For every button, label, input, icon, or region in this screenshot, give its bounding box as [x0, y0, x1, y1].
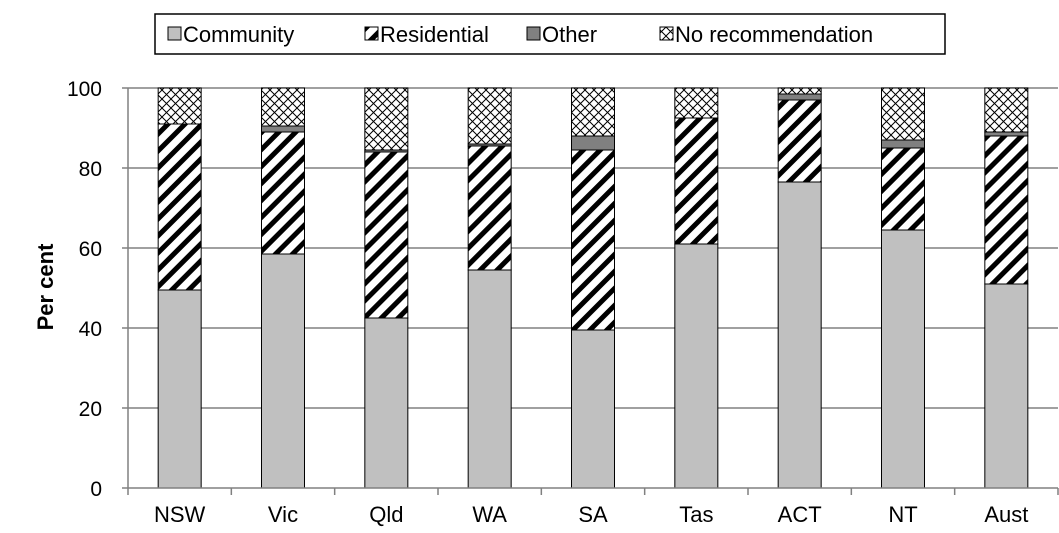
bar-segment-no-recommendation-act — [777, 87, 822, 95]
bar-segment-community-tas — [674, 243, 719, 489]
bar-segment-other-nt — [881, 139, 925, 149]
legend: Community Residential Other No recommendati… — [154, 13, 946, 55]
y-tick-label: 100 — [67, 78, 102, 101]
legend-label-community: Community — [183, 22, 294, 47]
x-tick-label: NT — [888, 502, 917, 527]
x-tick-label: ACT — [778, 502, 822, 527]
y-tick-label: 80 — [79, 158, 102, 181]
bar-segment-residential-aust — [984, 135, 1029, 285]
bar-segment-residential-tas — [674, 117, 719, 245]
bar-segment-no-recommendation-nt — [881, 87, 925, 141]
bar-segment-residential-vic — [261, 131, 305, 255]
legend-label-residential: Residential — [380, 22, 489, 47]
bar-segment-community-sa — [571, 329, 615, 489]
legend-swatch-no-recommendation — [659, 26, 674, 41]
bar-segment-no-recommendation-wa — [467, 87, 512, 145]
bars — [157, 87, 1029, 489]
legend-swatch-other — [526, 26, 541, 41]
bar-segment-residential-nsw — [157, 123, 202, 291]
x-tick-label: Qld — [369, 502, 403, 527]
bar-segment-community-act — [777, 181, 822, 489]
bar-segment-no-recommendation-aust — [984, 87, 1029, 133]
bar-segment-residential-nt — [881, 147, 925, 231]
axes: 0 20 40 60 80 100 NSW Vic Qld WA SA Tas ACT NT Aust — [67, 78, 1059, 527]
legend-swatch-residential — [364, 26, 379, 41]
bar-segment-community-qld — [364, 317, 409, 489]
bar-segment-residential-act — [777, 99, 822, 183]
y-tick-label: 60 — [79, 238, 102, 261]
bar-segment-no-recommendation-sa — [571, 87, 615, 137]
bar-segment-community-aust — [984, 283, 1029, 489]
bar-segment-community-nt — [881, 229, 925, 489]
x-tick-label: SA — [578, 502, 608, 527]
bar-segment-community-nsw — [157, 289, 202, 489]
bar-segment-residential-qld — [364, 151, 409, 319]
legend-box — [154, 13, 946, 55]
bar-segment-other-vic — [261, 125, 305, 133]
bar-segment-no-recommendation-vic — [261, 87, 305, 127]
y-axis-label: Per cent — [33, 243, 58, 330]
legend-label-no-recommendation: No recommendation — [675, 22, 873, 47]
bar-segment-no-recommendation-qld — [364, 87, 409, 151]
bar-segment-community-vic — [261, 253, 305, 489]
x-tick-label: Tas — [679, 502, 713, 527]
legend-swatch-community — [167, 26, 182, 41]
legend-label-other: Other — [542, 22, 597, 47]
x-tick-label: WA — [472, 502, 507, 527]
bar-segment-residential-sa — [571, 149, 615, 331]
bar-segment-residential-wa — [467, 145, 512, 271]
bar-segment-no-recommendation-tas — [674, 87, 719, 119]
x-tick-label: NSW — [154, 502, 206, 527]
y-tick-label: 20 — [79, 398, 102, 421]
bar-segment-other-act — [777, 93, 822, 101]
x-tick-label: Vic — [268, 502, 298, 527]
y-tick-label: 40 — [79, 318, 102, 341]
bar-segment-other-sa — [571, 135, 615, 151]
bar-segment-community-wa — [467, 269, 512, 489]
y-tick-label: 0 — [90, 478, 102, 501]
x-tick-label: Aust — [984, 502, 1028, 527]
bar-segment-other-aust — [984, 131, 1029, 137]
bar-segment-no-recommendation-nsw — [157, 87, 202, 125]
